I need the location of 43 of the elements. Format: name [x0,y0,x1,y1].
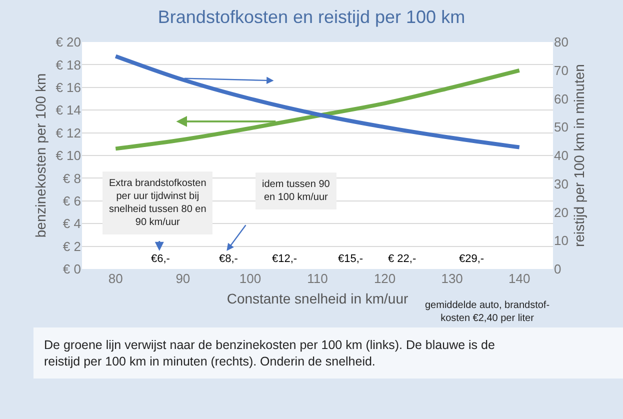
annotation: €12,- [272,253,298,265]
x-tick-label: 90 [176,271,190,286]
annotation: €29,- [459,253,484,265]
y-tick-label: € 0 [62,262,81,277]
chart-title: Brandstofkosten en reistijd per 100 km [158,7,466,28]
y-tick-label: € 2 [62,238,81,254]
y2-tick-label: 40 [554,148,568,164]
x-tick-label: 110 [307,271,328,286]
y-tick-label: € 4 [62,216,81,232]
y2-tick-label: 50 [554,120,568,135]
y-tick-label: € 12 [56,125,81,140]
x-tick-label: 130 [441,271,463,286]
x-tick-label: 120 [374,271,396,286]
x-axis-title: Constante snelheid in km/uur [226,290,408,306]
y-tick-label: € 16 [56,80,81,95]
y-tick-label: € 14 [56,102,81,118]
y2-tick-label: 80 [554,34,568,50]
line-series [114,54,522,150]
annotation: Extra brandstofkosten per uur tijdwinst bij snelheid tussen 80 en 90 km/uur [109,178,206,228]
y2-tick-label: 20 [554,204,568,220]
annotation: €8,- [219,253,238,265]
x-tick-label: 80 [108,271,123,286]
annotation: idem tussen 90 en 100 km/uur [262,179,330,203]
y2-tick-label: 10 [554,233,568,248]
y2-axis-title: reistijd per 100 km in minuten [570,64,587,247]
annotation: € 22,- [388,253,416,265]
text: gemiddelde auto, brandstof- kosten €2,40 per liter [425,300,550,324]
y2-tick-label: 60 [554,91,568,106]
y-tick-label: € 8 [62,170,81,186]
annotation: €15,- [338,253,364,265]
y-tick-label: € 10 [56,148,81,164]
line-series [114,68,522,151]
x-tick-label: 100 [239,271,262,286]
y2-tick-label: 0 [554,262,562,277]
y-tick-label: € 20 [56,34,81,50]
y-axis-title: benzinekosten per 100 km [32,73,48,238]
y-tick-label: € 18 [56,57,81,72]
y2-tick-label: 70 [554,62,568,78]
x-tick-label: 140 [508,271,530,286]
y-tick-label: € 6 [62,193,81,208]
annotation: €6,- [151,253,170,265]
y2-tick-label: 30 [554,176,568,192]
text: De groene lijn verwijst naar de benzinekosten per 100 km (links). De blauwe is de reistijd per 100 km in minuten (rechts). Onderin de snelheid. [44,338,495,368]
